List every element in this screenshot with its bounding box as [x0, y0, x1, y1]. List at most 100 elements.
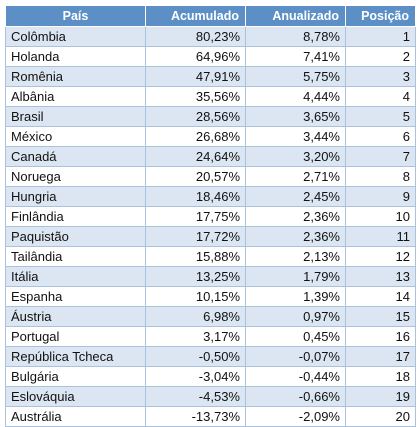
- position-cell: 19: [345, 386, 416, 407]
- country-cell: Albânia: [5, 86, 146, 107]
- annualized-cell: 2,36%: [245, 226, 346, 247]
- accumulated-cell: -4,53%: [145, 386, 246, 407]
- position-cell: 9: [345, 186, 416, 207]
- table-row: México 26,68% 3,44% 6: [5, 126, 416, 147]
- position-cell: 20: [345, 406, 416, 427]
- annualized-cell: 8,78%: [245, 26, 346, 47]
- table-row: Eslováquia -4,53% -0,66% 19: [5, 386, 416, 407]
- country-cell: México: [5, 126, 146, 147]
- country-cell: Áustria: [5, 306, 146, 327]
- table-row: Brasil 28,56% 3,65% 5: [5, 106, 416, 127]
- country-cell: Brasil: [5, 106, 146, 127]
- position-cell: 18: [345, 366, 416, 387]
- position-cell: 2: [345, 46, 416, 67]
- ranking-table: País Acumulado Anualizado Posição Colômb…: [5, 5, 416, 427]
- accumulated-cell: 80,23%: [145, 26, 246, 47]
- header-position: Posição: [345, 5, 416, 27]
- country-cell: Eslováquia: [5, 386, 146, 407]
- table-row: Hungria 18,46% 2,45% 9: [5, 186, 416, 207]
- position-cell: 16: [345, 326, 416, 347]
- accumulated-cell: 20,57%: [145, 166, 246, 187]
- annualized-cell: 0,97%: [245, 306, 346, 327]
- country-cell: Holanda: [5, 46, 146, 67]
- country-cell: Hungria: [5, 186, 146, 207]
- position-cell: 1: [345, 26, 416, 47]
- annualized-cell: -0,07%: [245, 346, 346, 367]
- table-row: Bulgária -3,04% -0,44% 18: [5, 366, 416, 387]
- accumulated-cell: 13,25%: [145, 266, 246, 287]
- position-cell: 7: [345, 146, 416, 167]
- country-cell: Paquistão: [5, 226, 146, 247]
- position-cell: 3: [345, 66, 416, 87]
- table-row: Colômbia 80,23% 8,78% 1: [5, 26, 416, 47]
- accumulated-cell: 35,56%: [145, 86, 246, 107]
- accumulated-cell: 10,15%: [145, 286, 246, 307]
- position-cell: 6: [345, 126, 416, 147]
- accumulated-cell: 24,64%: [145, 146, 246, 167]
- country-cell: Noruega: [5, 166, 146, 187]
- annualized-cell: 3,44%: [245, 126, 346, 147]
- country-cell: Tailândia: [5, 246, 146, 267]
- annualized-cell: 4,44%: [245, 86, 346, 107]
- country-cell: Canadá: [5, 146, 146, 167]
- table-row: Albânia 35,56% 4,44% 4: [5, 86, 416, 107]
- annualized-cell: 2,36%: [245, 206, 346, 227]
- annualized-cell: 2,71%: [245, 166, 346, 187]
- annualized-cell: 7,41%: [245, 46, 346, 67]
- country-cell: Espanha: [5, 286, 146, 307]
- position-cell: 8: [345, 166, 416, 187]
- accumulated-cell: -13,73%: [145, 406, 246, 427]
- country-cell: Romênia: [5, 66, 146, 87]
- accumulated-cell: 64,96%: [145, 46, 246, 67]
- annualized-cell: -2,09%: [245, 406, 346, 427]
- annualized-cell: -0,66%: [245, 386, 346, 407]
- accumulated-cell: 6,98%: [145, 306, 246, 327]
- position-cell: 10: [345, 206, 416, 227]
- position-cell: 5: [345, 106, 416, 127]
- country-cell: Colômbia: [5, 26, 146, 47]
- position-cell: 17: [345, 346, 416, 367]
- country-cell: Portugal: [5, 326, 146, 347]
- annualized-cell: 1,79%: [245, 266, 346, 287]
- position-cell: 4: [345, 86, 416, 107]
- accumulated-cell: 47,91%: [145, 66, 246, 87]
- annualized-cell: 2,13%: [245, 246, 346, 267]
- annualized-cell: 0,45%: [245, 326, 346, 347]
- table-row: Itália 13,25% 1,79% 13: [5, 266, 416, 287]
- annualized-cell: 3,65%: [245, 106, 346, 127]
- accumulated-cell: 15,88%: [145, 246, 246, 267]
- table-row: Holanda 64,96% 7,41% 2: [5, 46, 416, 67]
- table-row: Romênia 47,91% 5,75% 3: [5, 66, 416, 87]
- accumulated-cell: -0,50%: [145, 346, 246, 367]
- position-cell: 11: [345, 226, 416, 247]
- accumulated-cell: 17,75%: [145, 206, 246, 227]
- country-cell: Bulgária: [5, 366, 146, 387]
- position-cell: 15: [345, 306, 416, 327]
- accumulated-cell: 18,46%: [145, 186, 246, 207]
- table-row: República Tcheca -0,50% -0,07% 17: [5, 346, 416, 367]
- accumulated-cell: 26,68%: [145, 126, 246, 147]
- table-row: Portugal 3,17% 0,45% 16: [5, 326, 416, 347]
- header-accumulated: Acumulado: [145, 5, 246, 27]
- position-cell: 12: [345, 246, 416, 267]
- accumulated-cell: 28,56%: [145, 106, 246, 127]
- table-row: Áustria 6,98% 0,97% 15: [5, 306, 416, 327]
- accumulated-cell: 17,72%: [145, 226, 246, 247]
- country-cell: Austrália: [5, 406, 146, 427]
- country-cell: Itália: [5, 266, 146, 287]
- table-row: Tailândia 15,88% 2,13% 12: [5, 246, 416, 267]
- annualized-cell: 3,20%: [245, 146, 346, 167]
- ranking-table-container: País Acumulado Anualizado Posição Colômb…: [5, 5, 416, 427]
- table-row: Paquistão 17,72% 2,36% 11: [5, 226, 416, 247]
- annualized-cell: 1,39%: [245, 286, 346, 307]
- table-row: Canadá 24,64% 3,20% 7: [5, 146, 416, 167]
- header-country: País: [5, 5, 146, 27]
- country-cell: Finlândia: [5, 206, 146, 227]
- table-body: Colômbia 80,23% 8,78% 1 Holanda 64,96% 7,41% 2 R…: [5, 26, 416, 427]
- table-header-row: País Acumulado Anualizado Posição: [5, 5, 416, 27]
- annualized-cell: 5,75%: [245, 66, 346, 87]
- accumulated-cell: -3,04%: [145, 366, 246, 387]
- annualized-cell: 2,45%: [245, 186, 346, 207]
- table-row: Espanha 10,15% 1,39% 14: [5, 286, 416, 307]
- country-cell: República Tcheca: [5, 346, 146, 367]
